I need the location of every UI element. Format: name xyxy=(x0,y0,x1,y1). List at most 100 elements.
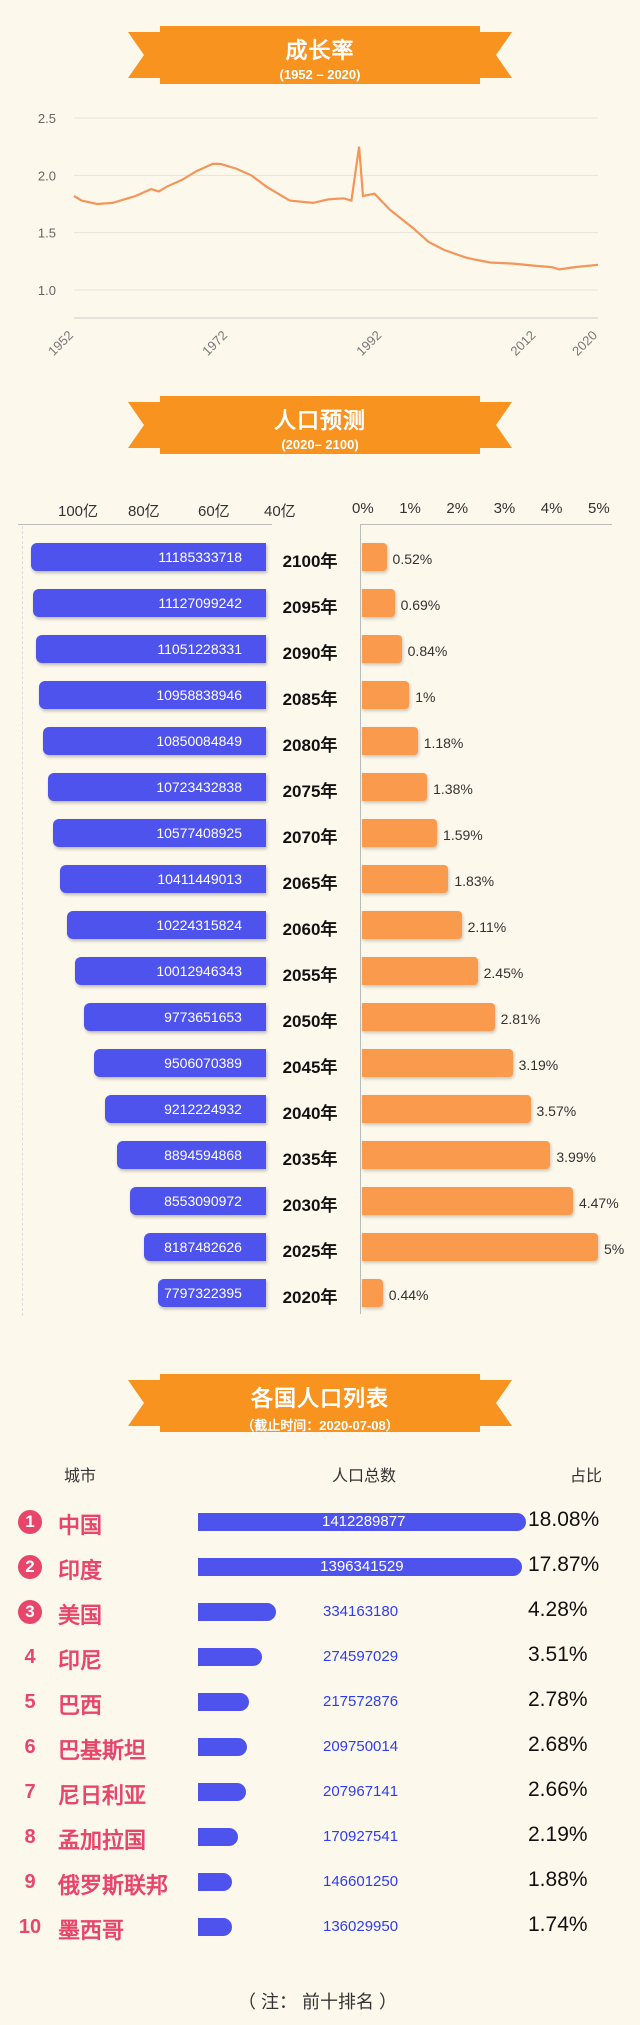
year-label: 2020年 xyxy=(282,1288,338,1307)
population-value: 274597029 xyxy=(323,1648,399,1665)
growth-rate-label: 2.45% xyxy=(483,965,524,981)
growth-rate-bar xyxy=(362,543,387,571)
rate-axis-tick: 0% xyxy=(352,500,374,517)
population-share: 1.88% xyxy=(528,1868,588,1891)
column-header-share: 占比 xyxy=(570,1468,603,1485)
growth-rate-label: 1.18% xyxy=(423,735,464,751)
growth-rate-bar xyxy=(362,1141,551,1169)
country-name: 中国 xyxy=(58,1513,103,1538)
population-bar xyxy=(198,1603,276,1621)
growth-rate-label: 3.57% xyxy=(536,1103,577,1119)
growth-title: 成长率 xyxy=(285,38,355,63)
country-name: 美国 xyxy=(58,1603,103,1628)
rank-badge: 9 xyxy=(24,1871,36,1893)
population-value-label: 10958838946 xyxy=(156,687,242,703)
population-value: 207967141 xyxy=(323,1783,399,1800)
growth-banner: 成长率 (1952 – 2020) xyxy=(160,26,480,84)
population-bar xyxy=(198,1648,262,1666)
population-bar: 11127099242 xyxy=(32,589,266,617)
population-value-label: 11051228331 xyxy=(157,641,242,657)
population-axis-tick: 60亿 xyxy=(198,503,230,520)
rate-axis-tick: 5% xyxy=(588,500,610,517)
growth-rate-label: 2.11% xyxy=(467,919,507,935)
year-label: 2035年 xyxy=(282,1150,338,1169)
rank-badge: 10 xyxy=(18,1916,42,1938)
country-name: 孟加拉国 xyxy=(58,1828,147,1853)
growth-rate-label: 0.84% xyxy=(407,643,448,659)
y-tick-label: 1.5 xyxy=(38,226,56,241)
population-value-label: 10850084849 xyxy=(156,733,242,749)
growth-rate-label: 1.59% xyxy=(443,827,483,843)
population-bar: 10577408925 xyxy=(53,819,266,847)
population-value-label: 7797322395 xyxy=(164,1285,242,1301)
y-tick-label: 2.0 xyxy=(38,168,56,183)
rate-axis-tick: 2% xyxy=(446,500,469,517)
column-header-city: 城市 xyxy=(64,1468,97,1485)
population-value: 209750014 xyxy=(323,1738,399,1755)
population-value: 136029950 xyxy=(323,1918,399,1935)
population-axis-tick: 40亿 xyxy=(264,503,296,520)
y-tick-label: 2.5 xyxy=(38,111,56,126)
population-bar: 10224315824 xyxy=(66,911,266,939)
population-bar xyxy=(198,1828,238,1846)
growth-rate-bar xyxy=(362,1095,531,1123)
growth-rate-bar xyxy=(362,727,418,755)
growth-rate-bar xyxy=(362,911,462,939)
growth-rate-label: 0.69% xyxy=(400,597,441,613)
country-name: 墨西哥 xyxy=(58,1918,125,1943)
population-value: 334163180 xyxy=(323,1603,399,1620)
growth-rate-bar xyxy=(362,1003,495,1031)
growth-line-chart: 2.52.01.51.0 1952 1972 1992 2012 2020 xyxy=(38,111,600,359)
population-bar xyxy=(198,1783,247,1801)
year-label: 2090年 xyxy=(282,644,338,663)
year-label: 2060年 xyxy=(282,920,338,939)
rate-axis-baseline xyxy=(360,524,361,1314)
population-axis-tick: 80亿 xyxy=(128,503,160,520)
population-share: 1.74% xyxy=(528,1913,588,1936)
year-label: 2050年 xyxy=(282,1012,338,1031)
population-value-label: 10577408925 xyxy=(156,825,242,841)
population-bar: 11051228331 xyxy=(35,635,266,663)
population-bar: 9773651653 xyxy=(83,1003,266,1031)
growth-rate-bar xyxy=(362,1233,598,1261)
rank-badge: 5 xyxy=(24,1691,36,1713)
growth-rate-label: 5% xyxy=(604,1241,625,1257)
population-value: 170927541 xyxy=(323,1828,399,1845)
population-bar: 10723432838 xyxy=(47,773,266,801)
population-bar: 10958838946 xyxy=(39,681,266,709)
population-value-label: 10012946343 xyxy=(156,963,242,979)
population-bar xyxy=(198,1918,232,1936)
rate-axis-tick: 4% xyxy=(540,500,563,517)
growth-rate-bar xyxy=(362,1187,573,1215)
year-label: 2025年 xyxy=(282,1242,338,1261)
population-bar: 8553090972 xyxy=(129,1187,266,1215)
growth-rate-bar xyxy=(362,819,438,847)
population-axis-tick: 100亿 xyxy=(58,503,99,520)
population-value-label: 10723432838 xyxy=(156,779,242,795)
population-axis-line xyxy=(18,524,272,525)
population-bar: 11185333718 xyxy=(30,543,266,571)
population-bar: 10012946343 xyxy=(74,957,266,985)
growth-rate-label: 3.19% xyxy=(518,1057,559,1073)
rate-axis-line xyxy=(360,524,612,525)
growth-rate-bar xyxy=(362,773,428,801)
country-name: 印度 xyxy=(58,1558,103,1583)
growth-rate-bar xyxy=(362,1049,513,1077)
population-value-label: 8553090972 xyxy=(164,1193,242,1209)
year-label: 2040年 xyxy=(282,1104,338,1123)
population-bar: 10850084849 xyxy=(43,727,266,755)
year-label: 2080年 xyxy=(282,736,338,755)
population-share: 2.66% xyxy=(528,1778,588,1801)
country-name: 印尼 xyxy=(58,1648,103,1673)
y-tick-label: 1.0 xyxy=(38,283,56,298)
population-bar xyxy=(198,1738,247,1756)
growth-rate-bar xyxy=(362,589,395,617)
population-share: 2.78% xyxy=(528,1688,588,1711)
rate-axis-tick: 1% xyxy=(399,500,421,517)
country-name: 巴西 xyxy=(58,1693,103,1718)
population-bar: 10411449013 xyxy=(59,865,266,893)
growth-rate-label: 1.83% xyxy=(454,873,495,889)
rank-badge: 1 xyxy=(18,1510,42,1534)
rank-badge: 2 xyxy=(18,1555,42,1579)
growth-rate-bar xyxy=(362,957,478,985)
